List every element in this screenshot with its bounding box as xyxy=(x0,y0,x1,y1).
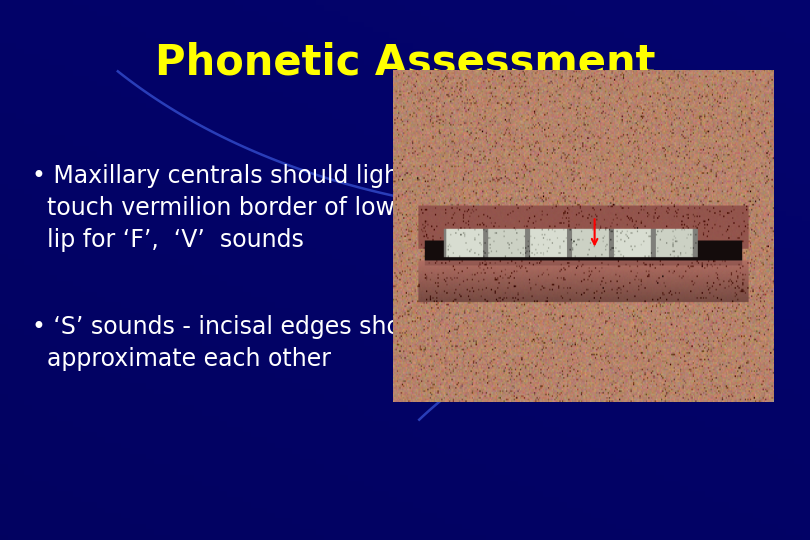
Text: • Maxillary centrals should lightly: • Maxillary centrals should lightly xyxy=(32,164,429,187)
Text: lip for ‘F’,  ‘V’  sounds: lip for ‘F’, ‘V’ sounds xyxy=(32,228,305,252)
Text: touch vermilion border of lower: touch vermilion border of lower xyxy=(32,196,420,220)
Text: • ‘S’ sounds - incisal edges should: • ‘S’ sounds - incisal edges should xyxy=(32,315,437,339)
Text: Phonetic Assessment: Phonetic Assessment xyxy=(155,41,655,83)
Text: approximate each other: approximate each other xyxy=(32,347,331,371)
